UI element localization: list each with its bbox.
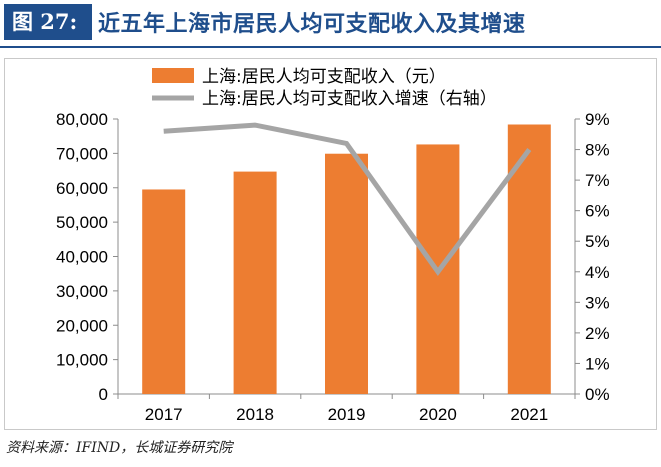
right-axis-tick-label: 7% xyxy=(585,171,610,190)
left-axis-tick-label: 40,000 xyxy=(56,248,108,267)
left-axis-tick-label: 30,000 xyxy=(56,282,108,301)
figure-header: 图 27: 近五年上海市居民人均可支配收入及其增速 xyxy=(0,0,661,44)
right-axis-tick-label: 4% xyxy=(585,263,610,282)
legend-bar-label: 上海:居民人均可支配收入（元） xyxy=(202,67,446,87)
left-axis-tick-label: 0 xyxy=(99,385,108,404)
bar-2017 xyxy=(142,189,186,394)
legend-bar-swatch xyxy=(152,68,194,83)
title-divider xyxy=(0,46,661,48)
left-axis-tick-label: 80,000 xyxy=(56,110,108,129)
right-axis-tick-label: 0% xyxy=(585,385,610,404)
right-axis-tick-label: 2% xyxy=(585,324,610,343)
bar-2019 xyxy=(325,153,368,394)
x-axis-tick-label: 2019 xyxy=(328,405,366,424)
legend-line-label: 上海:居民人均可支配收入增速（右轴） xyxy=(202,89,497,109)
x-axis-tick-label: 2020 xyxy=(419,405,457,424)
figure-label: 图 27: xyxy=(4,4,92,40)
right-axis-tick-label: 6% xyxy=(585,202,610,221)
x-axis-tick-label: 2018 xyxy=(236,405,274,424)
chart-canvas: 0 10,000 20,000 30,000 40,000 50,000 60,000 70,… xyxy=(56,67,610,424)
left-axis-tick-label: 20,000 xyxy=(56,316,108,335)
bar-2021 xyxy=(507,124,551,394)
chart-frame xyxy=(4,58,657,430)
source-note: 资料来源：IFIND，长城证券研究院 xyxy=(6,440,233,456)
right-axis-tick-label: 9% xyxy=(585,110,610,129)
left-axis-tick-label: 60,000 xyxy=(56,179,108,198)
right-axis-tick-label: 3% xyxy=(585,293,610,312)
bar-2018 xyxy=(233,171,277,394)
right-axis-tick-label: 1% xyxy=(585,354,610,373)
x-axis-tick-label: 2021 xyxy=(510,405,548,424)
figure-title: 近五年上海市居民人均可支配收入及其增速 xyxy=(98,11,526,37)
x-axis-tick-label: 2017 xyxy=(145,405,183,424)
left-axis-tick-label: 10,000 xyxy=(56,351,108,370)
right-axis-tick-label: 5% xyxy=(585,232,610,251)
left-axis-tick-label: 70,000 xyxy=(56,144,108,163)
right-axis-tick-label: 8% xyxy=(585,141,610,160)
left-axis-tick-label: 50,000 xyxy=(56,213,108,232)
